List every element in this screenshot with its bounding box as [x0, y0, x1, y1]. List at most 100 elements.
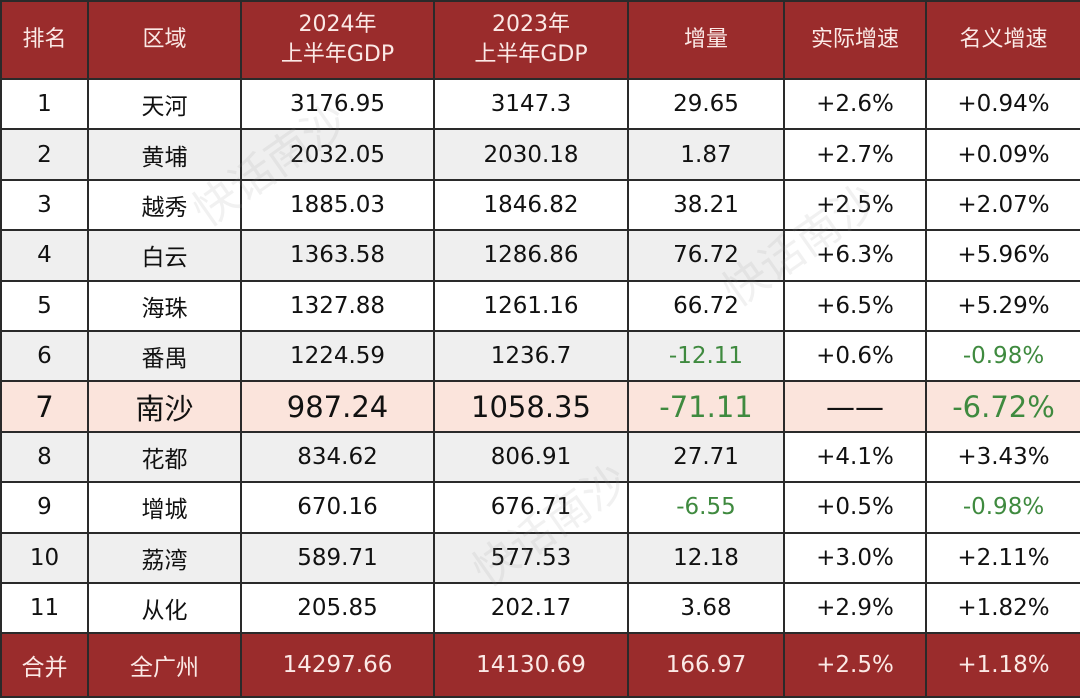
cell-rank: 4: [0, 229, 89, 282]
cell-rank: 11: [0, 581, 89, 635]
cell-nominal-growth: +2.07%: [925, 178, 1080, 232]
cell-region: 花都: [87, 430, 242, 484]
cell-gdp-2024: 1327.88: [240, 279, 435, 332]
table-row: 10 荔湾 589.71 577.53 12.18 +3.0% +2.11%: [0, 531, 1080, 584]
cell-gdp-2023: 1286.86: [433, 229, 629, 282]
cell-increase: 12.18: [627, 531, 785, 584]
header-real-growth: 实际增速: [783, 0, 927, 80]
total-gdp-2024: 14297.66: [240, 632, 435, 698]
cell-real-growth: +3.0%: [783, 531, 927, 584]
cell-region: 南沙: [87, 380, 242, 433]
header-gdp-2024-year: 2024年: [298, 12, 377, 37]
cell-nominal-growth: +0.09%: [925, 128, 1080, 181]
cell-gdp-2023: 1846.82: [433, 178, 629, 232]
cell-gdp-2023: 676.71: [433, 481, 629, 534]
cell-region: 番禺: [87, 329, 242, 383]
total-row: 合并 全广州 14297.66 14130.69 166.97 +2.5% +1…: [0, 632, 1080, 698]
cell-nominal-growth: +3.43%: [925, 430, 1080, 484]
cell-increase: -6.55: [627, 481, 785, 534]
cell-rank: 6: [0, 329, 89, 383]
cell-increase: -12.11: [627, 329, 785, 383]
cell-region: 黄埔: [87, 128, 242, 181]
cell-gdp-2023: 1261.16: [433, 279, 629, 332]
cell-nominal-growth: +0.94%: [925, 77, 1080, 131]
cell-gdp-2024: 3176.95: [240, 77, 435, 131]
table-row: 4 白云 1363.58 1286.86 76.72 +6.3% +5.96%: [0, 229, 1080, 282]
cell-gdp-2023: 577.53: [433, 531, 629, 584]
cell-real-growth: +2.6%: [783, 77, 927, 131]
cell-increase: 29.65: [627, 77, 785, 131]
cell-increase: 3.68: [627, 581, 785, 635]
cell-nominal-growth: +5.29%: [925, 279, 1080, 332]
cell-region: 白云: [87, 229, 242, 282]
cell-nominal-growth: -0.98%: [925, 329, 1080, 383]
cell-gdp-2024: 670.16: [240, 481, 435, 534]
cell-gdp-2024: 1885.03: [240, 178, 435, 232]
table-row: 5 海珠 1327.88 1261.16 66.72 +6.5% +5.29%: [0, 279, 1080, 332]
header-gdp-2023-year: 2023年: [492, 12, 570, 37]
total-real-growth: +2.5%: [783, 632, 927, 698]
cell-gdp-2023: 202.17: [433, 581, 629, 635]
header-row: 排名 区域 2024年上半年GDP 2023年上半年GDP 增量 实际增速 名义…: [0, 0, 1080, 80]
cell-region: 增城: [87, 481, 242, 534]
total-rank: 合并: [0, 632, 89, 698]
cell-region: 海珠: [87, 279, 242, 332]
table-row: 8 花都 834.62 806.91 27.71 +4.1% +3.43%: [0, 430, 1080, 484]
cell-rank: 1: [0, 77, 89, 131]
total-region: 全广州: [87, 632, 242, 698]
cell-gdp-2023: 3147.3: [433, 77, 629, 131]
header-region: 区域: [87, 0, 242, 80]
header-increase: 增量: [627, 0, 785, 80]
cell-rank: 8: [0, 430, 89, 484]
cell-gdp-2023: 1236.7: [433, 329, 629, 383]
cell-nominal-growth: -6.72%: [925, 380, 1080, 433]
total-nominal-growth: +1.18%: [925, 632, 1080, 698]
table-row: 9 增城 670.16 676.71 -6.55 +0.5% -0.98%: [0, 481, 1080, 534]
cell-nominal-growth: +1.82%: [925, 581, 1080, 635]
total-gdp-2023: 14130.69: [433, 632, 629, 698]
cell-gdp-2023: 2030.18: [433, 128, 629, 181]
table-row: 1 天河 3176.95 3147.3 29.65 +2.6% +0.94%: [0, 77, 1080, 131]
cell-real-growth: +6.5%: [783, 279, 927, 332]
cell-region: 天河: [87, 77, 242, 131]
cell-increase: 76.72: [627, 229, 785, 282]
cell-real-growth: +0.6%: [783, 329, 927, 383]
cell-nominal-growth: -0.98%: [925, 481, 1080, 534]
cell-real-growth: +2.9%: [783, 581, 927, 635]
table-row: 2 黄埔 2032.05 2030.18 1.87 +2.7% +0.09%: [0, 128, 1080, 181]
cell-real-growth: +6.3%: [783, 229, 927, 282]
cell-real-growth: ——: [783, 380, 927, 433]
header-gdp-2024-label: 上半年GDP: [280, 42, 395, 67]
cell-gdp-2024: 1363.58: [240, 229, 435, 282]
total-increase: 166.97: [627, 632, 785, 698]
cell-gdp-2024: 2032.05: [240, 128, 435, 181]
cell-gdp-2023: 806.91: [433, 430, 629, 484]
header-gdp-2023: 2023年上半年GDP: [433, 0, 629, 80]
header-gdp-2024: 2024年上半年GDP: [240, 0, 435, 80]
cell-rank: 3: [0, 178, 89, 232]
cell-gdp-2024: 1224.59: [240, 329, 435, 383]
cell-nominal-growth: +2.11%: [925, 531, 1080, 584]
cell-region: 从化: [87, 581, 242, 635]
cell-increase: 66.72: [627, 279, 785, 332]
header-gdp-2023-label: 上半年GDP: [474, 42, 588, 67]
cell-gdp-2023: 1058.35: [433, 380, 629, 433]
cell-increase: 27.71: [627, 430, 785, 484]
cell-increase: 38.21: [627, 178, 785, 232]
cell-real-growth: +0.5%: [783, 481, 927, 534]
cell-gdp-2024: 987.24: [240, 380, 435, 433]
cell-real-growth: +2.5%: [783, 178, 927, 232]
header-nominal-growth: 名义增速: [925, 0, 1080, 80]
cell-increase: 1.87: [627, 128, 785, 181]
cell-rank: 5: [0, 279, 89, 332]
cell-increase: -71.11: [627, 380, 785, 433]
cell-gdp-2024: 589.71: [240, 531, 435, 584]
cell-rank: 2: [0, 128, 89, 181]
header-rank: 排名: [0, 0, 89, 80]
cell-rank: 7: [0, 380, 89, 433]
cell-real-growth: +4.1%: [783, 430, 927, 484]
table-row: 3 越秀 1885.03 1846.82 38.21 +2.5% +2.07%: [0, 178, 1080, 232]
table-row: 11 从化 205.85 202.17 3.68 +2.9% +1.82%: [0, 581, 1080, 635]
cell-rank: 9: [0, 481, 89, 534]
